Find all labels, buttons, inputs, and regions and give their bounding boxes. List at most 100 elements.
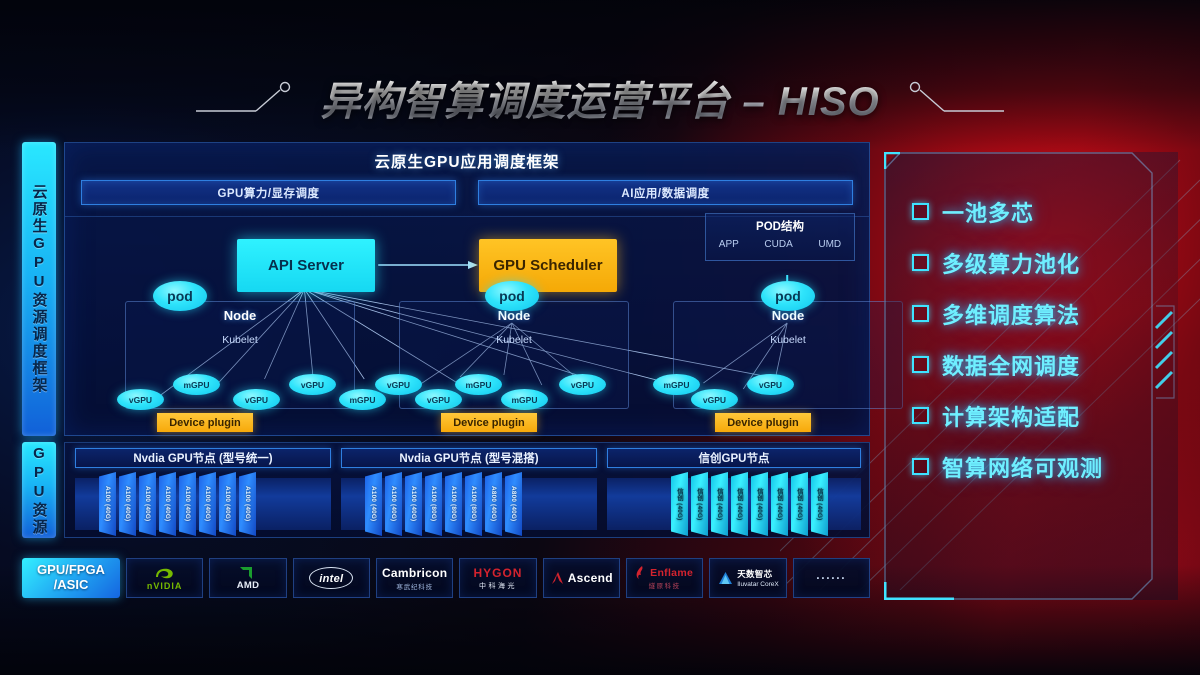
gpu-card[interactable]: 信创 (40G) bbox=[711, 472, 728, 536]
page-title: 异构智算调度运营平台 – HISO bbox=[320, 69, 879, 127]
mgpu-ellipse-1-2[interactable]: mGPU bbox=[173, 374, 220, 395]
feature-item-2[interactable]: 多级算力池化 bbox=[912, 237, 1164, 288]
gpu-card[interactable]: 信创 (40G) bbox=[691, 472, 708, 536]
vendor-amd[interactable]: AMD bbox=[209, 558, 287, 598]
gpu-card[interactable]: 信创 (40G) bbox=[751, 472, 768, 536]
gpu-card[interactable]: A100 (40G) bbox=[159, 472, 176, 536]
gpu-card[interactable]: A800 (40G) bbox=[485, 472, 502, 536]
vendor-name: Enflame bbox=[650, 566, 694, 579]
device-plugin-2[interactable]: Device plugin bbox=[441, 413, 537, 432]
pod-structure-title: POD结构 bbox=[756, 221, 804, 233]
vendor-subname: Iluvatar CoreX bbox=[737, 581, 779, 588]
sidebar-label-framework-text: 云原生GPU资源调度框架 bbox=[30, 184, 48, 394]
mgpu-ellipse-2-4[interactable]: mGPU bbox=[501, 389, 548, 410]
gpu-card[interactable]: 信创 (40G) bbox=[771, 472, 788, 536]
title-left-decoration bbox=[196, 81, 291, 112]
gpu-card-label: A100 (40G) bbox=[410, 486, 417, 522]
architecture-diagram: 云原生GPU资源调度框架 GPU资源 云原生GPU应用调度框架 GPU算力/显存… bbox=[22, 142, 903, 600]
gpu-card[interactable]: A800 (40G) bbox=[505, 472, 522, 536]
gpu-card[interactable]: A100 (40G) bbox=[139, 472, 156, 536]
kubelet-label-3: Kubelet bbox=[770, 334, 806, 346]
sidebar-label-gpu-resources-text: GPU资源 bbox=[30, 444, 48, 536]
vgpu-ellipse-2-1[interactable]: vGPU bbox=[375, 374, 422, 395]
vendor-intel[interactable]: intel bbox=[292, 558, 370, 598]
gpu-card-list-1: A100 (40G) A100 (40G) A100 (40G) A100 (4… bbox=[99, 472, 256, 536]
vendor-subname: 中科海光 bbox=[478, 582, 517, 590]
node-label-1: Node bbox=[223, 308, 257, 323]
gpu-card[interactable]: A100 (40G) bbox=[219, 472, 236, 536]
vgpu-ellipse-2-5[interactable]: vGPU bbox=[559, 374, 606, 395]
vendor-more[interactable]: ······ bbox=[792, 558, 870, 598]
vendor-name: AMD bbox=[236, 580, 260, 591]
gpu-card-label: A100 (40G) bbox=[204, 486, 211, 522]
api-server-box[interactable]: API Server bbox=[237, 239, 375, 292]
gpu-card[interactable]: A100 (40G) bbox=[199, 472, 216, 536]
gpu-card[interactable]: A100 (40G) bbox=[179, 472, 196, 536]
gpu-card[interactable]: 信创 (40G) bbox=[731, 472, 748, 536]
mgpu-ellipse-1-5[interactable]: mGPU bbox=[339, 389, 386, 410]
vendor-nvidia[interactable]: nVIDIA bbox=[126, 558, 204, 598]
gpu-card[interactable]: A100 (40G) bbox=[239, 472, 256, 536]
vendor-subname: 燧原科技 bbox=[648, 583, 681, 590]
gpu-card-label: 信创 (40G) bbox=[696, 487, 703, 521]
vendor-cambricon[interactable]: Cambricon 寒武纪科技 bbox=[375, 558, 454, 598]
pod-ellipse-3[interactable]: pod bbox=[761, 281, 815, 311]
gpu-card[interactable]: A100 (80G) bbox=[445, 472, 462, 536]
sidebar-label-framework: 云原生GPU资源调度框架 bbox=[22, 142, 56, 436]
gpu-card[interactable]: 信创 (40G) bbox=[811, 472, 828, 536]
gpu-card[interactable]: A100 (40G) bbox=[99, 472, 116, 536]
mgpu-ellipse-3-1[interactable]: mGPU bbox=[653, 374, 700, 395]
vendor-iluvatar[interactable]: 天数智芯 Iluvatar CoreX bbox=[709, 558, 787, 598]
gpu-group-title-2: Nvdia GPU节点 (型号混搭) bbox=[341, 448, 597, 468]
gpu-card[interactable]: A100 (40G) bbox=[119, 472, 136, 536]
feature-item-4[interactable]: 数据全网调度 bbox=[912, 339, 1164, 390]
gpu-card[interactable]: A100 (40G) bbox=[405, 472, 422, 536]
feature-item-5[interactable]: 计算架构适配 bbox=[912, 390, 1164, 441]
pod-ellipse-2[interactable]: pod bbox=[485, 281, 539, 311]
framework-body: API Server GPU Scheduler POD结构 APP CUDA … bbox=[65, 213, 903, 436]
vgpu-ellipse-1-4[interactable]: vGPU bbox=[289, 374, 336, 395]
gpu-card-label: 信创 (40G) bbox=[736, 487, 743, 521]
gpu-group-1: Nvdia GPU节点 (型号统一) A100 (40G) A100 (40G)… bbox=[75, 448, 331, 536]
ascend-logo-icon bbox=[551, 571, 563, 584]
gpu-band-3: 信创 (40G) 信创 (40G) 信创 (40G) 信创 (40G) 信创 (… bbox=[607, 472, 861, 536]
pod-ellipse-1[interactable]: pod bbox=[153, 281, 207, 311]
gpu-card[interactable]: 信创 (40G) bbox=[671, 472, 688, 536]
feature-item-6[interactable]: 智算网络可观测 bbox=[912, 441, 1164, 492]
vgpu-ellipse-1-1[interactable]: vGPU bbox=[117, 389, 164, 410]
device-plugin-1[interactable]: Device plugin bbox=[157, 413, 253, 432]
iluvatar-logo-icon bbox=[719, 572, 733, 584]
gpu-resources-panel: Nvdia GPU节点 (型号统一) A100 (40G) A100 (40G)… bbox=[64, 442, 870, 538]
device-plugin-3[interactable]: Device plugin bbox=[715, 413, 811, 432]
gpu-card[interactable]: A100 (40G) bbox=[385, 472, 402, 536]
vendor-hygon[interactable]: HYGON 中科海光 bbox=[459, 558, 537, 598]
feature-item-3[interactable]: 多维调度算法 bbox=[912, 288, 1164, 339]
feature-label: 数据全网调度 bbox=[942, 353, 1081, 379]
gpu-card[interactable]: A100 (80G) bbox=[465, 472, 482, 536]
gpu-card[interactable]: A100 (80G) bbox=[425, 472, 442, 536]
subbar-gpu-compute[interactable]: GPU算力/显存调度 bbox=[81, 180, 456, 205]
checkbox-icon bbox=[912, 458, 929, 475]
features-panel-border bbox=[884, 152, 1175, 600]
mgpu-ellipse-2-2[interactable]: mGPU bbox=[455, 374, 502, 395]
gpu-card-label: A100 (40G) bbox=[244, 486, 251, 522]
gpu-card[interactable]: 信创 (40G) bbox=[791, 472, 808, 536]
vgpu-ellipse-3-3[interactable]: vGPU bbox=[747, 374, 794, 395]
gpu-card-label: 信创 (40G) bbox=[776, 487, 783, 521]
vendor-ascend[interactable]: Ascend bbox=[542, 558, 620, 598]
vgpu-ellipse-2-3[interactable]: vGPU bbox=[415, 389, 462, 410]
vendor-name: 天数智芯 bbox=[737, 569, 773, 579]
gpu-card[interactable]: A100 (40G) bbox=[365, 472, 382, 536]
vendor-enflame[interactable]: Enflame 燧原科技 bbox=[625, 558, 704, 598]
gpu-group-2: Nvdia GPU节点 (型号混搭) A100 (40G) A100 (40G)… bbox=[341, 448, 597, 536]
vendor-row-tag: GPU/FPGA /ASIC bbox=[22, 558, 120, 598]
gpu-card-label: 信创 (40G) bbox=[716, 487, 723, 521]
gpu-card-label: A100 (80G) bbox=[430, 486, 437, 522]
kubelet-label-1: Kubelet bbox=[222, 334, 258, 346]
feature-item-1[interactable]: 一池多芯 bbox=[912, 186, 1164, 237]
gpu-card-label: A100 (40G) bbox=[104, 486, 111, 522]
vgpu-ellipse-1-3[interactable]: vGPU bbox=[233, 389, 280, 410]
subbar-ai-data[interactable]: AI应用/数据调度 bbox=[478, 180, 853, 205]
gpu-card-label: A100 (40G) bbox=[124, 486, 131, 522]
vgpu-ellipse-3-2[interactable]: vGPU bbox=[691, 389, 738, 410]
